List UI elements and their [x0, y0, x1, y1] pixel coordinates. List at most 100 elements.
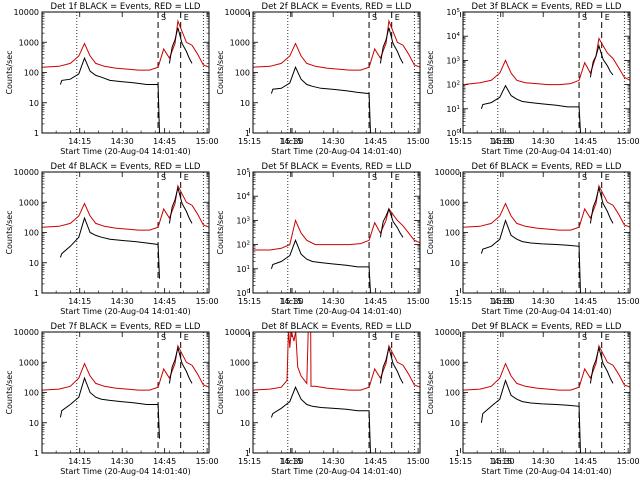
x-tick-label: 15:00 [196, 297, 219, 306]
x-axis-label: Start Time (20-Aug-04 14:01:40) [271, 467, 402, 476]
marker-letter: E [395, 13, 400, 22]
series-events-line [480, 218, 581, 294]
x-tick-label: 15:00 [617, 297, 640, 306]
y-tick-label: 1000 [440, 358, 460, 367]
x-tick-label: 14:30 [322, 137, 345, 146]
x-tick-label: 15:00 [407, 297, 430, 306]
panel-title: Det 1f BLACK = Events, RED = LLD [51, 2, 201, 12]
marker-letter: S [372, 13, 377, 22]
marker-letter: S [582, 173, 587, 182]
x-tick-label: 14:45 [153, 137, 176, 146]
series-lld-line [41, 19, 210, 71]
y-tick-label: 1000 [19, 358, 39, 367]
y-tick-label: 105 [446, 8, 460, 17]
y-axis-label: Counts/sec [426, 50, 435, 94]
x-tick-label: 15:00 [407, 137, 430, 146]
plot-frame [462, 11, 631, 134]
x-tick-label: 15:30 [280, 457, 303, 466]
plot-frame [462, 171, 631, 294]
x-tick-label: 14:15 [68, 457, 91, 466]
x-tick-label: 15:00 [617, 137, 640, 146]
y-tick-label: 103 [446, 56, 460, 65]
series-lld-line [462, 344, 631, 391]
y-tick-label: 10 [240, 99, 250, 108]
y-tick-label: 100 [24, 229, 39, 238]
x-tick-label: 14:30 [532, 137, 555, 146]
y-tick-label: 1 [455, 449, 460, 458]
x-axis-label: Start Time (20-Aug-04 14:01:40) [481, 307, 612, 316]
x-tick-label: 15:15 [238, 457, 261, 466]
x-tick-label: 14:15 [489, 137, 512, 146]
panel-title: Det 3f BLACK = Events, RED = LLD [472, 2, 622, 12]
x-tick-label: 15:00 [407, 457, 430, 466]
x-tick-label: 14:15 [68, 297, 91, 306]
x-tick-label: 14:30 [532, 297, 555, 306]
plot-frame [252, 11, 421, 134]
y-tick-label: 100 [446, 129, 460, 138]
x-axis-label: Start Time (20-Aug-04 14:01:40) [60, 467, 191, 476]
y-tick-label: 1000 [230, 38, 250, 47]
series-events-line [270, 385, 371, 454]
marker-letter: S [161, 173, 166, 182]
y-tick-label: 100 [236, 289, 250, 298]
y-tick-label: 103 [236, 216, 250, 225]
x-tick-label: 15:30 [280, 137, 303, 146]
series-events-line [59, 56, 160, 134]
x-tick-label: 15:15 [449, 137, 472, 146]
panel-det-6: Det 6f BLACK = Events, RED = LLD Counts/s… [426, 162, 640, 316]
series-lld-line [462, 37, 631, 86]
x-tick-label: 14:45 [153, 457, 176, 466]
marker-letter: S [161, 333, 166, 342]
series-events-flare-line [168, 27, 193, 64]
marker-letter: S [372, 173, 377, 182]
x-axis-label: Start Time (20-Aug-04 14:01:40) [60, 147, 191, 156]
x-tick-label: 15:30 [491, 297, 514, 306]
panel-title: Det 6f BLACK = Events, RED = LLD [472, 162, 622, 172]
x-tick-label: 14:15 [279, 297, 302, 306]
panel-det-1: Det 1f BLACK = Events, RED = LLD Counts/s… [5, 2, 304, 156]
series-lld-line [462, 184, 631, 231]
y-tick-label: 1000 [440, 198, 460, 207]
y-tick-label: 100 [445, 229, 460, 238]
series-events-line [480, 378, 581, 454]
marker-letter: E [395, 333, 400, 342]
panel-det-4: Det 4f BLACK = Events, RED = LLD Counts/s… [5, 162, 304, 316]
y-tick-label: 1000 [19, 38, 39, 47]
series-events-line [59, 376, 160, 439]
x-tick-label: 14:15 [68, 137, 91, 146]
y-tick-label: 10 [450, 259, 460, 268]
x-axis-label: Start Time (20-Aug-04 14:01:40) [481, 467, 612, 476]
x-tick-label: 15:00 [617, 457, 640, 466]
y-tick-label: 10 [450, 419, 460, 428]
y-axis-label: Counts/sec [216, 210, 225, 254]
series-lld-line [41, 344, 210, 391]
series-events-line [270, 238, 371, 294]
plot-frame [252, 171, 421, 294]
y-axis-label: Counts/sec [5, 370, 14, 414]
panel-title: Det 7f BLACK = Events, RED = LLD [51, 322, 201, 332]
marker-letter: E [605, 173, 610, 182]
x-tick-label: 14:30 [111, 297, 134, 306]
y-tick-label: 10000 [435, 328, 460, 337]
panel-det-5: Det 5f BLACK = Events, RED = LLD Counts/s… [216, 162, 515, 316]
y-tick-label: 100 [445, 389, 460, 398]
y-tick-label: 102 [446, 81, 460, 90]
plot-frame [41, 331, 210, 454]
plot-frame [41, 11, 210, 134]
x-tick-label: 14:45 [364, 457, 387, 466]
x-axis-label: Start Time (20-Aug-04 14:01:40) [271, 307, 402, 316]
marker-letter: E [395, 173, 400, 182]
y-axis-label: Counts/sec [5, 50, 14, 94]
panel-title: Det 8f BLACK = Events, RED = LLD [262, 322, 412, 332]
y-tick-label: 100 [235, 389, 250, 398]
panel-title: Det 2f BLACK = Events, RED = LLD [262, 2, 412, 12]
y-tick-label: 10000 [435, 168, 460, 177]
marker-letter: E [184, 13, 189, 22]
y-tick-label: 10 [29, 419, 39, 428]
x-tick-label: 14:30 [322, 457, 345, 466]
series-events-flare-line [379, 207, 404, 238]
x-axis-label: Start Time (20-Aug-04 14:01:40) [271, 147, 402, 156]
panel-det-8: Det 8f BLACK = Events, RED = LLD Counts/s… [216, 322, 515, 476]
